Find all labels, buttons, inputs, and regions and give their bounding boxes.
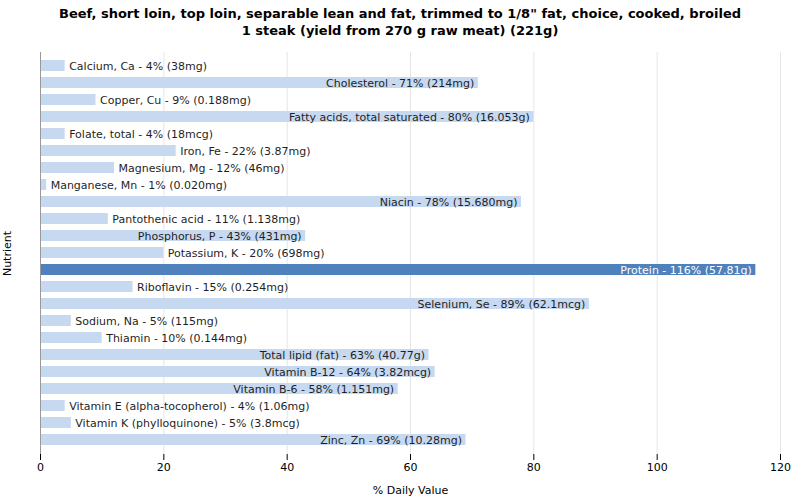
svg-text:Selenium, Se - 89% (62.1mcg): Selenium, Se - 89% (62.1mcg) <box>418 297 586 310</box>
svg-text:% Daily Value: % Daily Value <box>373 483 449 496</box>
svg-text:Potassium, K - 20% (698mg): Potassium, K - 20% (698mg) <box>168 246 325 259</box>
svg-text:Zinc, Zn - 69% (10.28mg): Zinc, Zn - 69% (10.28mg) <box>320 433 462 446</box>
svg-text:Folate, total - 4% (18mcg): Folate, total - 4% (18mcg) <box>69 127 213 140</box>
svg-text:Total lipid (fat) - 63% (40.77: Total lipid (fat) - 63% (40.77g) <box>259 348 425 361</box>
svg-text:Niacin - 78% (15.680mg): Niacin - 78% (15.680mg) <box>380 195 518 208</box>
svg-text:Fatty acids, total saturated -: Fatty acids, total saturated - 80% (16.0… <box>289 110 530 123</box>
svg-text:60: 60 <box>404 461 418 474</box>
svg-text:Vitamin E (alpha-tocopherol) -: Vitamin E (alpha-tocopherol) - 4% (1.06m… <box>69 399 309 412</box>
svg-text:Manganese, Mn - 1% (0.020mg): Manganese, Mn - 1% (0.020mg) <box>51 178 227 191</box>
svg-text:Pantothenic acid - 11% (1.138m: Pantothenic acid - 11% (1.138mg) <box>112 212 300 225</box>
svg-text:Calcium, Ca - 4% (38mg): Calcium, Ca - 4% (38mg) <box>69 59 207 72</box>
svg-text:Iron, Fe - 22% (3.87mg): Iron, Fe - 22% (3.87mg) <box>180 144 310 157</box>
svg-text:Magnesium, Mg - 12% (46mg): Magnesium, Mg - 12% (46mg) <box>119 161 285 174</box>
svg-text:Riboflavin - 15% (0.254mg): Riboflavin - 15% (0.254mg) <box>137 280 288 293</box>
svg-text:40: 40 <box>280 461 294 474</box>
svg-text:Copper, Cu - 9% (0.188mg): Copper, Cu - 9% (0.188mg) <box>100 93 251 106</box>
svg-text:Thiamin - 10% (0.144mg): Thiamin - 10% (0.144mg) <box>105 331 247 344</box>
svg-text:Sodium, Na - 5% (115mg): Sodium, Na - 5% (115mg) <box>75 314 218 327</box>
svg-text:120: 120 <box>770 461 791 474</box>
svg-text:0: 0 <box>37 461 44 474</box>
svg-text:Vitamin K (phylloquinone) - 5%: Vitamin K (phylloquinone) - 5% (3.8mcg) <box>75 416 299 429</box>
svg-text:Phosphorus, P - 43% (431mg): Phosphorus, P - 43% (431mg) <box>138 229 302 242</box>
svg-text:80: 80 <box>527 461 541 474</box>
html-text:Beef, short loin, top loin, se: Beef, short loin, top loin, separable le… <box>59 6 741 38</box>
svg-text:Vitamin B-12 - 64% (3.82mcg): Vitamin B-12 - 64% (3.82mcg) <box>264 365 431 378</box>
svg-text:100: 100 <box>647 461 668 474</box>
svg-text:20: 20 <box>157 461 171 474</box>
svg-text:Vitamin B-6 - 58% (1.151mg): Vitamin B-6 - 58% (1.151mg) <box>233 382 394 395</box>
svg-text:Nutrient: Nutrient <box>1 230 14 276</box>
svg-text:Protein - 116% (57.81g): Protein - 116% (57.81g) <box>620 263 752 276</box>
svg-text:Cholesterol - 71% (214mg): Cholesterol - 71% (214mg) <box>326 76 474 89</box>
